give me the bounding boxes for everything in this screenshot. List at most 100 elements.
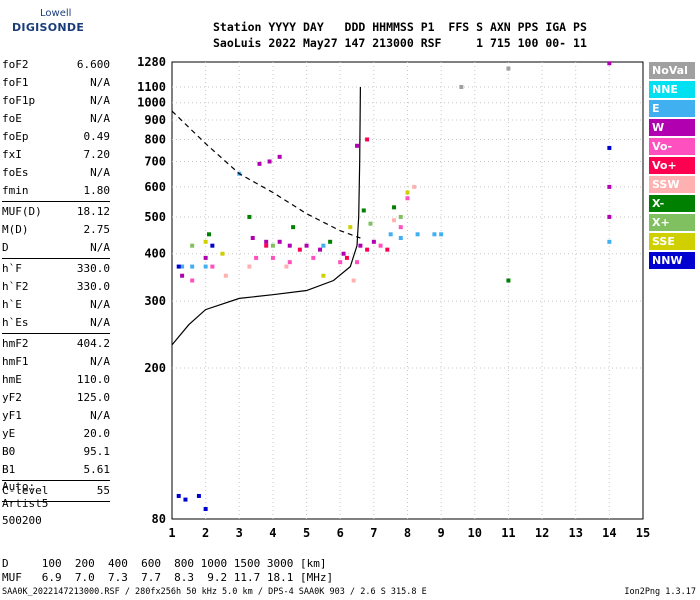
echo-point: [365, 247, 370, 252]
station-header: Station YYYY DAY DDD HHMMSS P1 FFS S AXN…: [213, 19, 587, 51]
echo-point: [203, 255, 208, 260]
echo-point: [180, 264, 185, 269]
polarization-legend: NoVal NNE E W Vo- Vo+ SSW X- X+ SSE NNW: [649, 62, 695, 271]
param-value: N/A: [90, 241, 110, 254]
echo-point: [304, 243, 309, 248]
profile-trace: [171, 86, 361, 346]
separator: [2, 258, 110, 259]
echo-point: [388, 232, 393, 237]
param-label: fmin: [2, 184, 29, 197]
echo-point: [405, 190, 410, 195]
echo-point: [398, 214, 403, 219]
param-row: foE N/A: [2, 110, 110, 128]
echo-point: [176, 264, 181, 269]
legend-item: E: [649, 100, 695, 117]
echo-point: [607, 239, 612, 244]
param-value: 18.12: [76, 205, 110, 218]
x-tick-label: 6: [337, 526, 344, 540]
echo-point: [210, 243, 215, 248]
param-row: B1 5.61: [2, 461, 110, 479]
separator: [2, 501, 110, 502]
echo-point: [196, 493, 201, 498]
echo-point: [291, 225, 296, 230]
y-tick-label: 700: [144, 154, 166, 168]
y-tick-label: 800: [144, 132, 166, 146]
param-row: foF2 6.600: [2, 56, 110, 74]
param-label: yE: [2, 427, 16, 440]
y-tick-label: 80: [152, 512, 166, 526]
legend-item: NoVal: [649, 62, 695, 79]
param-label: fxI: [2, 148, 22, 161]
param-row: foF1 N/A: [2, 74, 110, 92]
y-tick-label: 400: [144, 247, 166, 261]
echo-point: [348, 225, 353, 230]
echo-point: [264, 243, 269, 248]
param-label: M(D): [2, 223, 29, 236]
param-value: 125.0: [76, 391, 110, 404]
param-row: B0 95.1: [2, 443, 110, 461]
echo-point: [321, 243, 326, 248]
legend-item: Vo-: [649, 138, 695, 155]
echo-point: [210, 264, 215, 269]
param-value: 2.75: [83, 223, 111, 236]
x-tick-label: 9: [438, 526, 445, 540]
echo-point: [297, 247, 302, 252]
echo-point: [368, 221, 373, 226]
echo-point: [318, 247, 323, 252]
params-group-2: MUF(D) 18.12 M(D) 2.75 D N/A: [2, 203, 110, 257]
param-row: h`F 330.0: [2, 260, 110, 278]
param-row: foEs N/A: [2, 164, 110, 182]
x-tick-label: 3: [236, 526, 243, 540]
param-row: MUF(D) 18.12: [2, 203, 110, 221]
echo-point: [607, 61, 612, 66]
param-label: yF1: [2, 409, 22, 422]
param-row: hmE 110.0: [2, 371, 110, 389]
separator: [2, 333, 110, 334]
param-value: 95.1: [83, 445, 111, 458]
param-label: foF2: [2, 58, 29, 71]
legend-item: W: [649, 119, 695, 136]
x-tick-label: 7: [370, 526, 377, 540]
y-tick-label: 1000: [137, 96, 166, 110]
echo-point: [207, 232, 212, 237]
legend-item: NNE: [649, 81, 695, 98]
echo-point: [607, 145, 612, 150]
param-row: foF1p N/A: [2, 92, 110, 110]
param-value: N/A: [90, 166, 110, 179]
x-tick-label: 13: [568, 526, 582, 540]
x-tick-label: 4: [269, 526, 276, 540]
param-row: yF2 125.0: [2, 389, 110, 407]
y-tick-label: 300: [144, 294, 166, 308]
echo-point: [405, 196, 410, 201]
footer-info: SAA0K_2022147213000.RSF / 280fx256h 50 k…: [2, 587, 427, 597]
echo-point: [344, 255, 349, 260]
param-row: fxI 7.20: [2, 146, 110, 164]
param-label: h`F2: [2, 280, 29, 293]
echo-point: [459, 84, 464, 89]
notes-line-1: Auto:: [2, 480, 36, 493]
y-tick-label: 900: [144, 113, 166, 127]
echo-point: [277, 154, 282, 159]
y-tick-label: 500: [144, 210, 166, 224]
legend-item: SSE: [649, 233, 695, 250]
muf-dashed-trace: [171, 110, 361, 239]
legend-item: SSW: [649, 176, 695, 193]
x-tick-label: 2: [202, 526, 209, 540]
param-row: h`Es N/A: [2, 314, 110, 332]
echo-point: [287, 243, 292, 248]
param-row: h`E N/A: [2, 296, 110, 314]
echo-point: [183, 497, 188, 502]
logo-digisonde-text: DIGISONDE: [12, 21, 85, 34]
echo-point: [378, 243, 383, 248]
param-label: h`F: [2, 262, 22, 275]
echo-point: [385, 247, 390, 252]
param-row: M(D) 2.75: [2, 221, 110, 239]
echo-point: [311, 255, 316, 260]
autoscaling-notes: Auto: Artist5 500200: [2, 478, 48, 529]
separator: [2, 201, 110, 202]
echo-point: [415, 232, 420, 237]
echo-point: [190, 243, 195, 248]
legend-item: Vo+: [649, 157, 695, 174]
param-value: N/A: [90, 355, 110, 368]
